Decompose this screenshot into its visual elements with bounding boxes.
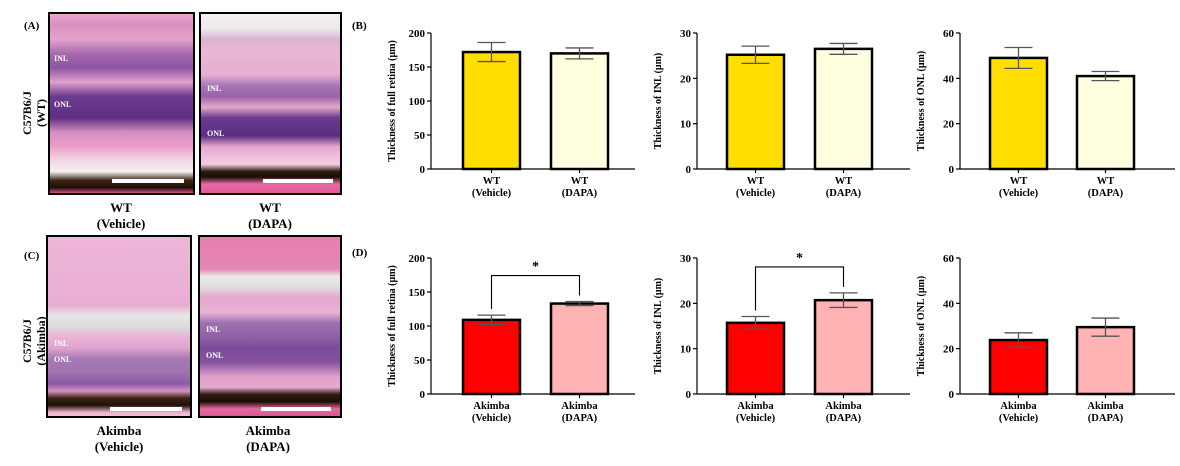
bar [725,321,786,396]
y-tick-label: 0 [420,389,426,401]
bar [549,52,610,171]
micrograph-wt-vehicle: INL ONL [48,12,195,195]
bar [813,298,874,396]
x-tick-label: WT (Vehicle) [472,176,512,199]
bar [1075,74,1136,171]
x-tick-label: WT (DAPA) [1088,176,1124,199]
significance-bracket [490,274,581,310]
y-axis-label: Thickness of ONL (μm) [916,276,927,376]
y-tick-label: 10 [680,119,692,131]
layer-label-onl: ONL [206,351,224,360]
y-tick-label: 20 [680,298,692,310]
caption-akimba-vehicle: Akimba (Vehicle) [94,423,144,454]
y-tick-label: 40 [943,73,955,85]
y-tick-label: 150 [409,287,426,299]
y-tick-label: 50 [414,355,426,367]
y-tick-label: 30 [680,253,692,265]
y-axis-label: Thickness of ONL (μm) [916,51,927,151]
bar [725,53,786,171]
y-tick-label: 60 [943,253,955,265]
x-tick-label: Akimba (DAPA) [561,401,598,424]
y-tick-label: 60 [943,28,955,40]
micrograph-wt-dapa: INL ONL [199,12,342,195]
scale-bar [112,179,184,183]
y-tick-label: 20 [943,119,955,131]
layer-label-inl: INL [54,54,69,63]
bar [461,318,522,396]
y-tick-label: 20 [680,73,692,85]
x-tick-label: Akimba (DAPA) [825,401,862,424]
layer-label-onl: ONL [207,129,225,138]
x-tick-label: WT (DAPA) [826,176,862,199]
layer-label-onl: ONL [54,100,72,109]
x-tick-label: Akimba (DAPA) [1087,401,1124,424]
y-tick-label: 0 [686,389,692,401]
chart-akimba-full-retina: Thickness of full retina (μm) 0 50 100 150 20… [387,253,635,424]
y-axis-label: Thickness of INL (μm) [653,278,664,375]
y-tick-label: 30 [680,28,692,40]
layer-label-inl: INL [206,325,221,334]
x-tick-label: WT (Vehicle) [999,176,1039,199]
micrograph-akimba-dapa: INL ONL [198,235,342,418]
x-tick-label: Akimba (Vehicle) [736,401,776,424]
caption-akimba-dapa: Akimba (DAPA) [245,423,291,454]
scale-bar [263,179,333,183]
panel-label-a: (A) [24,20,40,32]
y-tick-label: 150 [409,62,426,74]
chart-wt-full-retina: Thickness of full retina (μm) 0 50 100 150 20… [387,28,635,199]
scale-bar [261,407,331,411]
y-tick-label: 0 [949,389,955,401]
x-tick-label: Akimba (Vehicle) [472,401,512,424]
bar [988,56,1049,171]
chart-wt-onl: Thickness of ONL (μm) 0 20 40 60 WT (Vehicle) W… [916,28,1175,199]
y-tick-label: 200 [409,28,426,40]
layer-label-inl: INL [207,84,222,93]
bar [1075,325,1136,396]
significance-label: * [796,251,803,266]
significance-label: * [532,260,539,275]
chart-wt-inl: Thickness of INL (μm) 0 10 20 30 WT (Vehicle) W… [653,28,910,199]
x-tick-label: WT (DAPA) [562,176,598,199]
y-tick-label: 0 [949,164,955,176]
bar [988,338,1049,396]
bar [813,47,874,171]
bar [549,302,610,396]
panel-label-c: (C) [24,250,40,262]
x-tick-label: WT (Vehicle) [736,176,776,199]
y-tick-label: 0 [420,164,426,176]
y-tick-label: 10 [680,344,692,356]
layer-label-inl: INL [54,339,69,348]
micrograph-akimba-vehicle: INL ONL [46,235,192,418]
panel-label-b: (B) [352,20,367,32]
bar [461,50,522,171]
chart-akimba-inl: Thickness of INL (μm) 0 10 20 30 Akimba (Vehic… [653,251,910,424]
x-tick-label: Akimba (Vehicle) [999,401,1039,424]
caption-wt-vehicle: WT (Vehicle) [96,200,146,231]
y-tick-label: 40 [943,298,955,310]
row-label-wt: C57B6/J (WT) [20,91,48,136]
y-tick-label: 200 [409,253,426,265]
y-tick-label: 0 [686,164,692,176]
significance-bracket [754,266,845,311]
panel-label-d: (D) [352,247,368,259]
scale-bar [110,407,182,411]
y-axis-label: Thickness of full retina (μm) [387,265,398,387]
y-axis-label: Thickness of full retina (μm) [387,40,398,162]
y-tick-label: 50 [414,130,426,142]
y-tick-label: 100 [409,321,426,333]
y-tick-label: 20 [943,344,955,356]
layer-label-onl: ONL [54,355,72,364]
y-axis-label: Thickness of INL (μm) [653,53,664,150]
caption-wt-dapa: WT (DAPA) [248,200,292,231]
chart-akimba-onl: Thickness of ONL (μm) 0 20 40 60 Akimba (Vehic… [916,253,1175,424]
y-tick-label: 100 [409,96,426,108]
